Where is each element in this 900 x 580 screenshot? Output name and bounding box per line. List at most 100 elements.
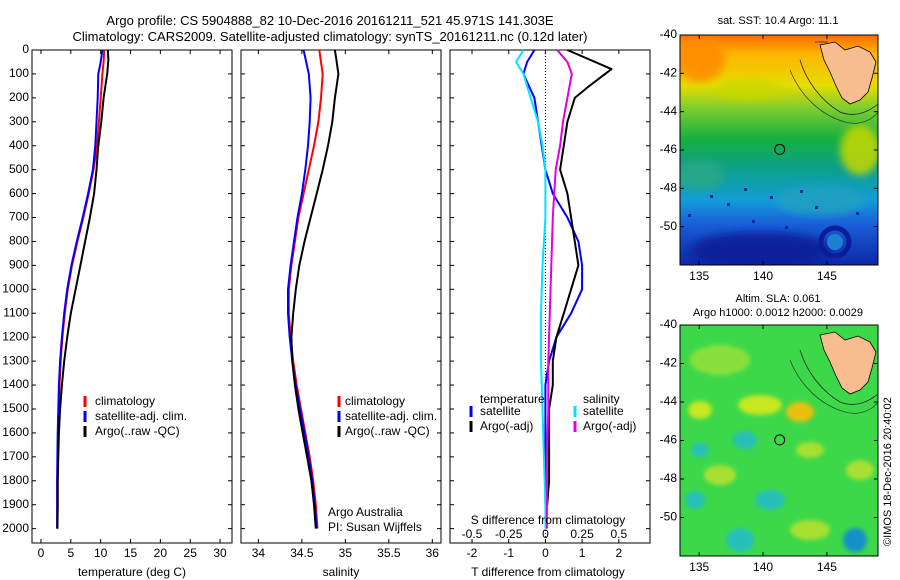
legend-title-salinity: salinity [583,392,620,406]
eddy-core [827,234,843,250]
sst-field-features [680,38,878,265]
s-tick-label: 0.5 [610,527,627,541]
lat-tick-label: -46 [660,433,678,447]
depth-tick-label: 1700 [2,449,29,463]
lon-tick-label: 145 [817,560,837,574]
x-tick-label: 20 [154,546,168,560]
sla-map-title: Altim. SLA: 0.061 [736,293,821,305]
legend-label-argo: Argo(..raw -QC) [345,424,430,438]
difference-legend: temperature satellite Argo(-adj) salinit… [469,392,636,433]
depth-tick-label: 100 [9,66,29,80]
x-tick-label: 30 [213,546,227,560]
x-tick-label: -1 [503,546,514,560]
figure-title-line2: Climatology: CARS2009. Satellite-adjuste… [72,29,588,44]
legend-label-t-argo: Argo(-adj) [480,419,533,433]
depth-axis: 0 100 200 300 400 500 600 700 800 900 1000 1100 1200… [2,42,232,535]
lat-tick-label: -48 [660,471,678,485]
temperature-legend: climatology satellite-adj. clim. Argo(..… [83,394,187,438]
argo-position-marker [774,434,786,446]
lat-tick-label: -46 [660,142,678,156]
lon-tick-label: 135 [689,269,709,283]
depth-tick-label: 2000 [2,521,29,535]
series-line-temperature-argo-adj- [546,49,613,505]
sst-data-gaps [688,188,859,229]
lon-tick-label: 135 [689,560,709,574]
depth-tick-label: 200 [9,90,29,104]
x-tick-label: 10 [94,546,108,560]
temperature-plot-frame [31,49,233,544]
sla-longitude-axis: 135 140 145 [689,325,837,574]
series-line-satellite-adj-clim- [56,49,104,529]
x-tick-label: 35.5 [377,546,401,560]
series-line-argo-raw-qc- [56,49,110,529]
argo-position-marker [774,143,786,155]
sla-latitude-axis: -40 -42 -44 -46 -48 -50 [660,317,878,524]
x-tick-label: 1 [579,546,586,560]
eddy-feature [818,225,852,259]
difference-panel: -2 -1 0 1 2 -0.5 -0.25 0 0.25 0.5 S difference f… [449,49,651,579]
x-tick-label: 15 [124,546,138,560]
s-tick-label: -0.5 [462,527,483,541]
t-difference-x-axis: -2 -1 0 1 2 [467,50,622,560]
sla-map-subtitle: Argo h1000: 0.0012 h2000: 0.0029 [693,307,863,319]
lat-tick-label: -42 [660,356,678,370]
legend-title-temperature: temperature [480,392,545,406]
temperature-series [56,49,110,529]
x-tick-label: 35 [339,546,353,560]
legend-label-satellite: satellite-adj. clim. [345,409,437,423]
depth-tick-label: 1100 [3,305,29,319]
difference-series [515,49,613,529]
depth-tick-label: 900 [9,258,29,272]
x-tick-label: 36 [426,546,440,560]
difference-depth-ticks [450,49,650,530]
sst-map: sat. SST: 10.4 Argo: 11.1 [660,15,879,283]
depth-tick-label: 500 [9,162,29,176]
pi-note: PI: Susan Wijffels [328,520,422,534]
x-tick-label: 34.5 [290,546,314,560]
s-tick-label: 0.25 [570,527,594,541]
imos-credit: ©IMOS 18-Dec-2016 20:40:02 [882,397,894,546]
x-tick-label: 34 [252,546,266,560]
lat-tick-label: -40 [660,317,678,331]
depth-tick-label: 1300 [2,353,29,367]
x-tick-label: 0 [542,546,549,560]
sla-field-features [685,345,874,552]
lat-tick-label: -50 [660,510,678,524]
depth-tick-label: 600 [9,186,29,200]
sst-longitude-axis: 135 140 145 [689,35,837,283]
lat-tick-label: -40 [660,27,678,41]
legend-label-s-satellite: satellite [583,404,624,418]
figure-title-line1: Argo profile: CS 5904888_82 10-Dec-2016 … [106,13,554,28]
series-line-argo-raw-qc- [290,49,340,529]
sst-map-title: sat. SST: 10.4 Argo: 11.1 [718,15,839,27]
temperature-x-label: temperature (deg C) [78,565,186,579]
argo-australia-note: Argo Australia [328,505,403,519]
depth-tick-label: 1900 [2,497,29,511]
s-tick-label: -0.25 [495,527,523,541]
lat-tick-label: -48 [660,181,678,195]
sst-latitude-axis: -40 -42 -44 -46 -48 -50 [660,27,878,233]
x-tick-label: -2 [467,546,478,560]
series-line-satellite-adj-clim- [287,49,318,529]
tasmania-landmass [789,331,878,414]
salinity-depth-ticks [241,49,441,530]
x-tick-label: 2 [615,546,622,560]
depth-tick-label: 400 [9,138,29,152]
series-line-salinity-satellite [515,49,547,529]
s-difference-label: S difference from climatology [471,513,626,527]
temperature-x-axis: 0 5 10 15 20 25 30 [38,50,227,560]
legend-label-satellite: satellite-adj. clim. [95,409,187,423]
series-line-temperature-satellite [522,49,584,505]
sla-map: Altim. SLA: 0.061 Argo h1000: 0.0012 h20… [660,293,879,574]
x-tick-label: 25 [184,546,198,560]
depth-tick-label: 1400 [2,377,29,391]
depth-tick-label: 0 [22,42,29,56]
temperature-panel: 0100200300400500600700800900100011001200… [2,42,233,579]
lat-tick-label: -44 [660,104,678,118]
depth-tick-label: 700 [9,210,29,224]
lat-tick-label: -50 [660,219,678,233]
legend-label-argo: Argo(..raw -QC) [95,424,180,438]
t-difference-label: T difference from climatology [471,565,625,579]
x-tick-label: 5 [67,546,74,560]
depth-tick-label: 300 [9,114,29,128]
